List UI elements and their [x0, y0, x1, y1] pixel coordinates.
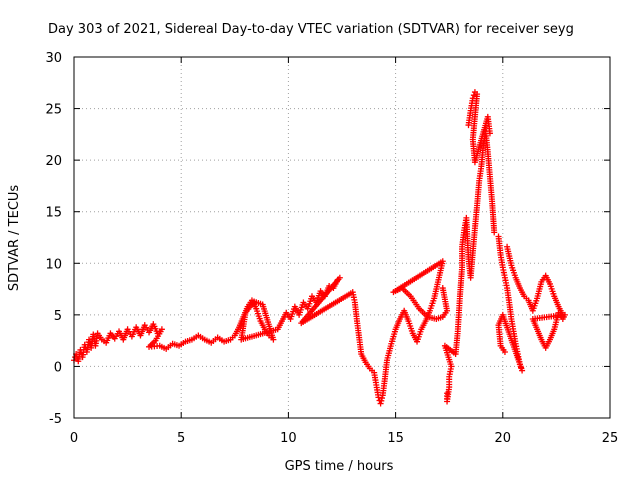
y-tick-label: 20 — [45, 154, 62, 169]
chart-title: Day 303 of 2021, Sidereal Day-to-day VTE… — [48, 22, 574, 37]
x-tick-labels: 0 5 10 15 20 25 — [70, 431, 618, 446]
data-point — [501, 348, 508, 355]
x-tick-label: 10 — [280, 431, 297, 446]
y-tick-label: 25 — [45, 103, 62, 118]
data-point — [486, 130, 493, 137]
y-tick-label: 15 — [45, 206, 62, 221]
data-point-trace — [470, 92, 477, 99]
grid-lines — [74, 57, 610, 418]
data-point-trace — [378, 397, 385, 404]
data-series — [71, 89, 568, 407]
x-tick-label: 15 — [387, 431, 404, 446]
x-tick-label: 0 — [70, 431, 78, 446]
data-point — [377, 400, 384, 407]
x-tick-label: 25 — [602, 431, 619, 446]
y-tick-label: 10 — [45, 257, 62, 272]
y-tick-label: 30 — [45, 51, 62, 66]
x-axis-label: GPS time / hours — [285, 459, 394, 474]
data-point-trace — [379, 395, 386, 402]
y-tick-labels: -5 0 5 10 15 20 25 30 — [45, 51, 62, 427]
y-axis-label: SDTVAR / TECUs — [7, 185, 22, 292]
data-point — [86, 336, 93, 343]
data-point — [561, 311, 568, 318]
plot-frame — [73, 56, 611, 419]
data-point — [491, 229, 498, 236]
y-tick-label: 5 — [54, 309, 62, 324]
x-tick-label: 5 — [177, 431, 185, 446]
data-point — [375, 394, 382, 401]
y-tick-label: -5 — [49, 412, 62, 427]
x-tick-label: 20 — [495, 431, 512, 446]
y-tick-label: 0 — [54, 360, 62, 375]
axis-ticks — [73, 56, 611, 419]
data-point — [439, 285, 446, 292]
